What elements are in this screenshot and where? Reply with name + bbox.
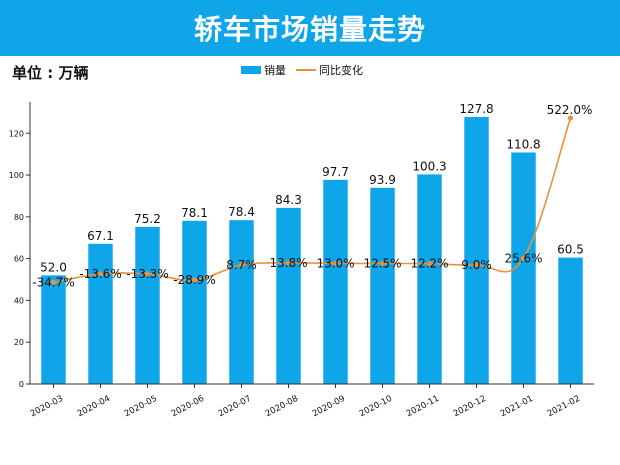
yoy-point	[238, 262, 245, 268]
yoy-point	[426, 261, 433, 267]
legend: 销量 同比变化	[241, 63, 363, 77]
x-tick-label: 2020-07	[217, 394, 253, 420]
yoy-point	[97, 271, 104, 277]
sales-bar	[276, 207, 301, 384]
yoy-point	[520, 255, 527, 261]
sales-bar	[464, 116, 489, 384]
bar-value-label: 78.1	[181, 206, 208, 220]
x-tick-label: 2020-04	[76, 394, 112, 420]
yoy-line	[53, 117, 572, 284]
bar-value-label: 100.3	[412, 159, 446, 173]
bar-value-label: 75.2	[134, 212, 161, 226]
bar-value-label: 78.4	[228, 205, 255, 219]
yoy-value-label: 13.0%	[316, 256, 354, 270]
bar-value-label: 127.8	[459, 102, 493, 116]
bar-value-label: 97.7	[322, 165, 349, 179]
chart-title: 轿车市场销量走势	[193, 13, 426, 46]
yoy-value-label: -13.3%	[126, 267, 168, 281]
sales-bar	[323, 179, 348, 384]
yoy-value-label: 522.0%	[547, 103, 593, 117]
yoy-value-label: 25.6%	[504, 251, 542, 265]
unit-label: 单位 : 万辆	[12, 64, 89, 82]
yoy-point	[567, 115, 574, 121]
sales-bar	[182, 220, 207, 384]
sales-bar	[558, 257, 583, 384]
bar-value-labels: 52.0 67.1 75.2 78.1 78.4 84.3 97.7 93.9 100.3 127…	[40, 102, 584, 274]
y-tick-label: 40	[14, 296, 24, 305]
yoy-line-series	[50, 115, 574, 285]
x-tick-label: 2020-06	[170, 394, 206, 420]
yoy-point	[191, 277, 198, 283]
yoy-point	[332, 260, 339, 266]
yoy-point	[473, 262, 480, 268]
legend-bar-label: 销量	[264, 63, 286, 77]
x-tick-label: 2020-11	[405, 394, 441, 420]
x-tick-label: 2020-08	[264, 394, 300, 420]
yoy-value-label: 12.5%	[363, 257, 401, 271]
x-tick-label: 2020-09	[311, 394, 347, 420]
y-axis: 0 20 40 60 80 100 120	[9, 102, 31, 389]
sales-bar	[370, 187, 395, 384]
sales-bar	[88, 243, 113, 384]
sales-bar	[417, 174, 442, 384]
x-tick-label: 2020-10	[358, 394, 394, 420]
y-tick-label: 20	[14, 338, 24, 347]
x-tick-label: 2021-02	[546, 394, 582, 420]
bar-value-label: 52.0	[40, 260, 67, 274]
yoy-value-labels: -34.7% -13.6% -13.3% -28.9% 8.7% 13.8% 13.0% 12…	[32, 103, 592, 289]
bar-value-label: 93.9	[369, 173, 396, 187]
x-tick-label: 2020-05	[123, 394, 159, 420]
y-tick-label: 60	[14, 255, 24, 264]
sales-bar	[229, 220, 254, 384]
y-tick-label: 0	[19, 380, 24, 389]
bars	[41, 116, 583, 384]
yoy-value-label: -13.6%	[79, 267, 121, 281]
title-banner: 轿车市场销量走势	[0, 0, 620, 56]
yoy-point	[50, 279, 57, 285]
yoy-value-label: -28.9%	[173, 273, 215, 287]
yoy-value-label: 9.0%	[461, 258, 492, 272]
yoy-value-label: 8.7%	[226, 258, 257, 272]
y-tick-label: 100	[9, 171, 24, 180]
x-tick-label: 2020-12	[452, 394, 488, 420]
x-tick-label: 2021-01	[499, 394, 535, 420]
y-tick-label: 80	[14, 213, 24, 222]
sales-bar	[135, 226, 160, 384]
bar-value-label: 84.3	[275, 193, 302, 207]
bar-value-label: 67.1	[87, 229, 114, 243]
yoy-point	[144, 271, 151, 277]
legend-bar-swatch	[241, 66, 261, 74]
yoy-value-label: 12.2%	[410, 257, 448, 271]
bar-value-label: 110.8	[506, 137, 540, 151]
yoy-point	[285, 260, 292, 266]
sales-bar	[41, 275, 66, 384]
x-axis: 2020-03 2020-04 2020-05 2020-06 2020-07 2020-…	[29, 383, 594, 420]
y-tick-label: 120	[9, 129, 24, 138]
bar-value-label: 60.5	[557, 243, 584, 257]
legend-line-label: 同比变化	[319, 63, 363, 77]
yoy-value-label: 13.8%	[269, 256, 307, 270]
yoy-point	[379, 260, 386, 267]
x-tick-label: 2020-03	[29, 394, 65, 420]
yoy-value-label: -34.7%	[32, 275, 74, 289]
